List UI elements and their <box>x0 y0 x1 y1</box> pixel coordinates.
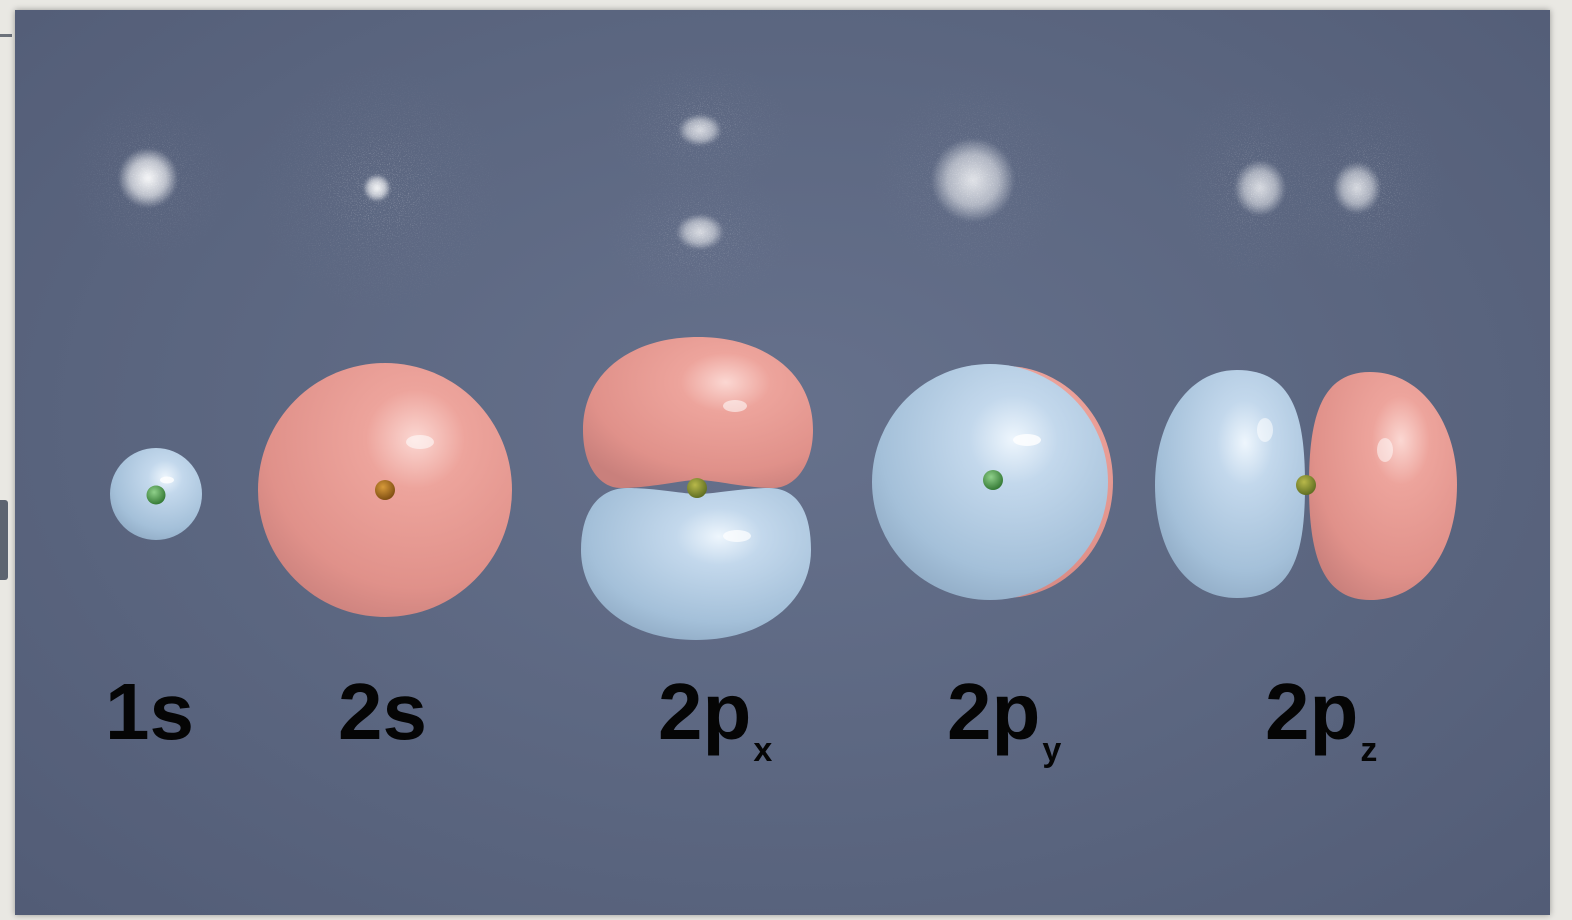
label-2px-main: 2p <box>658 667 752 756</box>
lobe-positive <box>1309 372 1457 600</box>
edge-decoration <box>0 500 8 580</box>
orbital-2s <box>258 363 512 617</box>
orbital-2pz <box>1155 370 1457 600</box>
label-2py-subscript: y <box>1042 731 1062 769</box>
label-2s: 2s <box>338 672 427 752</box>
orbital-figure: 1s 2s 2px 2py 2pz <box>15 10 1550 915</box>
orbital-illustration <box>68 60 1457 640</box>
edge-decoration <box>0 34 12 47</box>
nucleus <box>983 470 1003 490</box>
nucleus <box>375 480 395 500</box>
label-2pz: 2pz <box>1265 672 1377 768</box>
cloud-2pz <box>1173 85 1445 285</box>
lobe-negative <box>581 488 811 640</box>
cloud-2py <box>873 78 1073 278</box>
cloud-2px <box>605 60 795 305</box>
label-2py-main: 2p <box>947 667 1041 756</box>
label-2py: 2py <box>947 672 1061 768</box>
orbital-2px <box>581 337 813 640</box>
label-2s-text: 2s <box>338 667 427 756</box>
label-2px: 2px <box>658 672 772 768</box>
orbital-2py <box>872 364 1113 600</box>
label-1s: 1s <box>105 672 194 752</box>
orbital-1s <box>110 448 202 540</box>
lobe-positive <box>583 337 813 488</box>
nucleus <box>146 485 166 505</box>
nucleus <box>687 478 707 498</box>
cloud-2s <box>255 65 505 315</box>
cloud-1s <box>68 96 232 260</box>
lobe-negative <box>1155 370 1305 598</box>
label-1s-text: 1s <box>105 667 194 756</box>
label-2pz-main: 2p <box>1265 667 1359 756</box>
label-2pz-subscript: z <box>1360 731 1378 769</box>
label-2px-subscript: x <box>753 731 773 769</box>
nucleus <box>1296 475 1316 495</box>
